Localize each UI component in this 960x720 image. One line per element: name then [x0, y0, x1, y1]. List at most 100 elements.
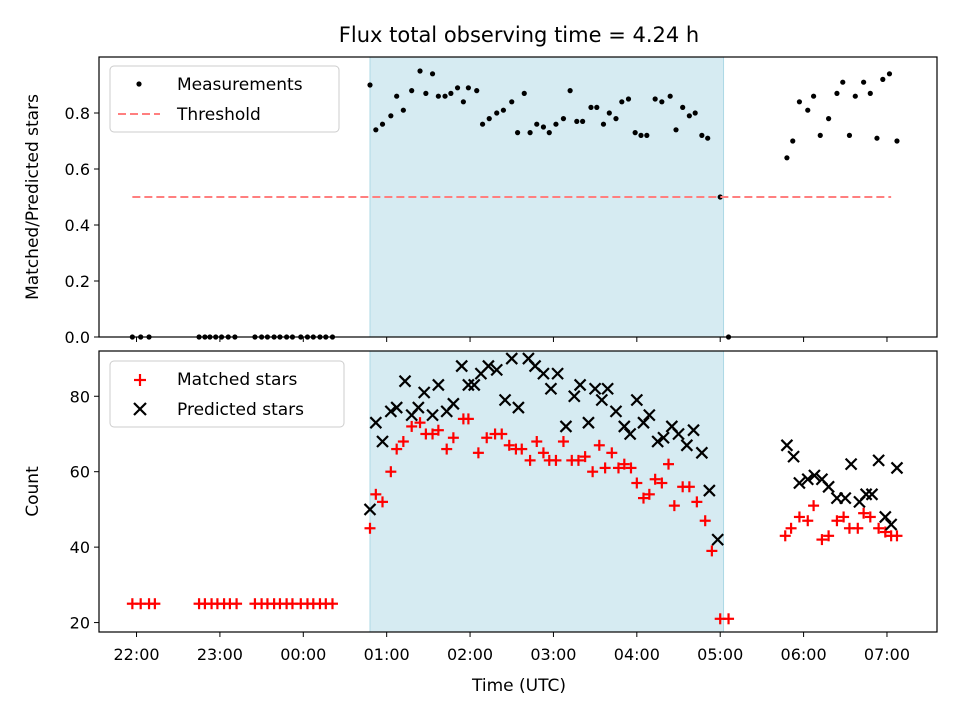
- matched-star-point: [447, 432, 459, 444]
- predicted-star-point: [643, 408, 656, 422]
- predicted-star-point: [447, 397, 460, 411]
- predicted-star-point: [490, 363, 504, 377]
- matched-star-point: [414, 417, 426, 429]
- measurement-point: [880, 76, 886, 82]
- matched-star-point: [785, 522, 797, 534]
- measurement-point: [619, 99, 625, 105]
- measurement-point: [790, 138, 796, 144]
- measurement-point: [692, 110, 698, 116]
- measurement-point: [373, 127, 379, 133]
- ratio-y-axis-label: Matched/Predicted stars: [23, 94, 43, 300]
- predicted-star-point: [417, 386, 431, 399]
- matched-star-point: [149, 598, 161, 610]
- measurement-point: [429, 71, 436, 77]
- matched-star-point: [432, 424, 444, 436]
- matched-star-point: [397, 436, 409, 448]
- ratio-y-tick-label: 0.2: [65, 272, 90, 291]
- matched-star-point: [481, 432, 493, 444]
- measurement-point: [474, 88, 480, 94]
- matched-star-point: [606, 447, 618, 459]
- predicted-star-point: [801, 472, 815, 486]
- matched-star-point: [579, 451, 591, 463]
- count-y-tick-label: 60: [70, 463, 90, 482]
- matched-star-point: [550, 454, 562, 466]
- predicted-star-point: [657, 431, 670, 445]
- measurement-point: [826, 116, 832, 122]
- matched-star-point: [472, 447, 484, 459]
- measurement-point: [784, 155, 790, 161]
- measurement-point: [846, 132, 853, 138]
- predicted-star-point: [637, 416, 650, 429]
- matched-star-point: [706, 545, 718, 557]
- measurement-point: [379, 121, 386, 127]
- measurement-point: [494, 110, 500, 116]
- predicted-star-point: [680, 439, 694, 452]
- measurement-point: [588, 104, 594, 110]
- matched-star-point: [838, 511, 850, 523]
- measurement-point: [534, 121, 540, 127]
- measurement-point: [460, 99, 466, 105]
- x-tick-label: 01:00: [364, 645, 410, 664]
- chart-title: Flux total observing time = 4.24 h: [339, 23, 699, 47]
- measurement-point: [861, 79, 867, 85]
- predicted-star-point: [808, 469, 821, 482]
- measurement-point: [486, 116, 492, 122]
- predicted-star-point: [551, 367, 564, 380]
- matched-star-point: [831, 515, 843, 527]
- measurement-point: [521, 90, 527, 96]
- measurement-point: [840, 79, 846, 85]
- matched-star-point: [858, 507, 870, 519]
- count-x-ticks: 22:00 23:00 00:00 01:00 02:00 03:00 04:00 05:00…: [113, 632, 910, 664]
- matched-star-point: [462, 413, 474, 425]
- measurement-point: [514, 130, 521, 136]
- predicted-star-point: [839, 491, 852, 505]
- ratio-y-tick-label: 0.6: [65, 160, 90, 179]
- matched-star-point: [503, 439, 515, 451]
- measurement-point: [817, 132, 823, 138]
- predicted-star-point: [672, 427, 685, 441]
- matched-star-point: [231, 598, 243, 610]
- matched-star-point: [377, 496, 389, 508]
- measurement-point: [600, 121, 607, 127]
- matched-star-point: [691, 496, 703, 508]
- measurement-point: [886, 71, 893, 77]
- measurement-point: [546, 130, 552, 136]
- measurement-point: [805, 107, 811, 113]
- count-y-axis-label: Count: [23, 466, 43, 517]
- x-tick-label: 07:00: [864, 645, 910, 664]
- matched-star-point: [663, 458, 675, 470]
- measurement-point: [705, 135, 711, 141]
- matched-star-point: [612, 462, 624, 474]
- measurement-point: [834, 90, 840, 96]
- predicted-star-point: [512, 401, 525, 414]
- matched-star-point: [823, 530, 835, 542]
- predicted-star-point: [412, 401, 425, 414]
- matched-star-point: [625, 462, 637, 474]
- predicted-star-point: [455, 359, 468, 373]
- matched-star-point: [618, 458, 630, 470]
- matched-star-point: [391, 443, 403, 455]
- measurement-point: [644, 132, 650, 138]
- measurement-point: [580, 118, 586, 124]
- x-tick-label: 06:00: [781, 645, 827, 664]
- matched-star-point: [631, 477, 643, 489]
- measurement-point: [717, 194, 723, 200]
- measurement-point: [852, 93, 858, 99]
- count-legend-box: [109, 360, 345, 428]
- matched-star-point: [370, 488, 382, 500]
- measurement-point: [632, 130, 638, 136]
- predicted-star-point: [498, 393, 512, 407]
- predicted-star-point: [568, 389, 581, 403]
- measurement-point: [465, 85, 471, 91]
- x-tick-label: 05:00: [697, 645, 743, 664]
- predicted-star-point: [363, 503, 377, 516]
- legend-matched-label: Matched stars: [177, 370, 297, 390]
- matched-star-point: [779, 530, 791, 542]
- measurement-point: [394, 93, 400, 99]
- measurement-point: [874, 135, 880, 141]
- ratio-y-tick-label: 0.8: [65, 104, 90, 123]
- predicted-star-point: [573, 378, 587, 392]
- measurement-point: [367, 82, 373, 88]
- ratio-y-tick-label: 0.0: [65, 328, 90, 347]
- ratio-y-tick-label: 0.4: [65, 216, 90, 235]
